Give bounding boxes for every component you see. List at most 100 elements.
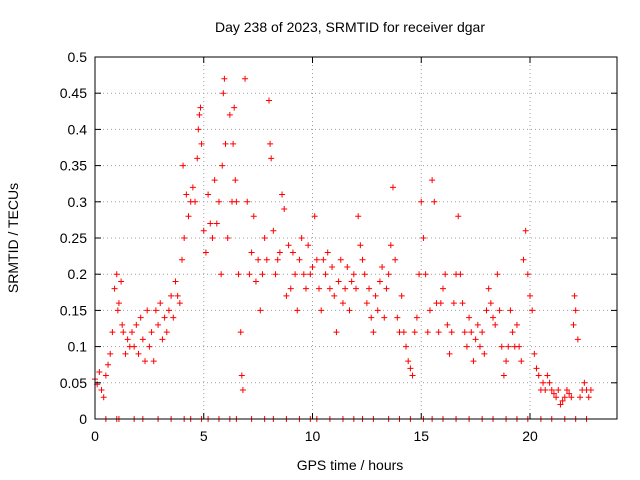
data-point: [394, 314, 401, 321]
data-point: [266, 97, 272, 104]
data-point: [255, 256, 262, 263]
data-point: [170, 314, 177, 321]
data-point: [150, 358, 157, 365]
data-point: [155, 321, 162, 328]
data-point: [281, 206, 288, 213]
y-axis-label: SRMTID / TECUs: [5, 183, 21, 293]
data-point: [128, 329, 135, 336]
y-tick-label: 0.15: [60, 302, 87, 318]
y-tick-label: 0.5: [68, 49, 88, 65]
data-point: [468, 329, 475, 336]
data-point: [272, 271, 279, 278]
data-point: [413, 314, 420, 321]
data-point: [361, 271, 368, 278]
data-point: [211, 177, 218, 184]
data-point: [287, 285, 294, 292]
data-point: [557, 401, 564, 408]
data-point: [455, 213, 462, 220]
data-point: [366, 285, 373, 292]
data-point: [237, 329, 244, 336]
data-point: [183, 191, 190, 198]
data-point: [429, 177, 436, 184]
data-point: [492, 321, 499, 328]
data-point: [144, 307, 151, 314]
data-point: [359, 256, 366, 263]
data-point: [235, 271, 242, 278]
x-axis-label: GPS time / hours: [297, 457, 404, 473]
data-point: [350, 271, 357, 278]
data-point: [494, 271, 501, 278]
x-tick-label: 15: [413, 428, 429, 444]
data-point: [383, 285, 390, 292]
data-point: [409, 372, 416, 379]
data-point: [102, 372, 109, 379]
data-point: [176, 300, 183, 307]
data-point: [520, 256, 527, 263]
data-point: [219, 162, 226, 169]
data-point: [168, 292, 175, 299]
data-point: [148, 329, 155, 336]
data-point: [490, 314, 497, 321]
data-point: [131, 343, 138, 350]
chart-title: Day 238 of 2023, SRMTID for receiver dga…: [215, 19, 485, 35]
data-point: [174, 292, 181, 299]
data-point: [435, 329, 442, 336]
data-point: [220, 90, 227, 97]
data-point: [448, 329, 455, 336]
data-point: [298, 235, 305, 241]
data-point: [527, 292, 533, 299]
data-point: [300, 271, 307, 278]
data-point: [285, 242, 292, 249]
data-point: [542, 387, 549, 394]
data-point: [357, 242, 364, 249]
data-point: [476, 343, 483, 350]
data-point: [392, 256, 399, 263]
data-point: [405, 358, 412, 365]
data-point: [268, 155, 275, 162]
x-tick-label: 5: [200, 428, 208, 444]
data-point: [124, 336, 131, 343]
data-point: [550, 390, 557, 397]
data-point: [442, 271, 449, 278]
x-tick-label: 10: [305, 428, 321, 444]
y-tick-label: 0.4: [68, 121, 88, 137]
data-point: [470, 358, 477, 365]
y-tick-labels: 0 0.05 0.1 0.15 0.2 0.25 0.3 0.35 0.4 0.45 0.5: [60, 49, 87, 427]
data-point: [450, 300, 457, 307]
data-point: [472, 336, 479, 343]
data-point: [326, 285, 333, 292]
data-point: [546, 379, 553, 386]
data-point: [548, 387, 555, 394]
data-point: [230, 140, 237, 147]
data-point: [239, 387, 246, 394]
data-point: [109, 329, 116, 336]
data-point: [422, 271, 429, 278]
data-point: [544, 372, 551, 379]
data-point: [459, 300, 466, 307]
data-point: [577, 394, 584, 401]
data-point: [585, 394, 592, 401]
data-point: [374, 307, 381, 314]
data-point: [487, 300, 494, 307]
data-point: [146, 343, 153, 350]
data-point: [274, 256, 281, 263]
data-point: [403, 343, 410, 350]
data-point: [329, 263, 336, 270]
data-point: [505, 343, 512, 350]
data-point: [305, 242, 312, 249]
data-point: [213, 220, 220, 227]
data-point: [571, 292, 578, 299]
grid-lines: [95, 57, 617, 419]
data-point: [524, 271, 531, 278]
data-point: [276, 249, 283, 256]
data-point: [133, 321, 140, 328]
data-point: [353, 285, 359, 292]
data-point: [444, 321, 451, 328]
data-point: [529, 307, 536, 314]
plot-frame: [94, 56, 618, 420]
data-point: [318, 307, 325, 314]
data-point: [355, 213, 362, 220]
data-point: [231, 104, 238, 111]
data-point: [563, 387, 570, 394]
